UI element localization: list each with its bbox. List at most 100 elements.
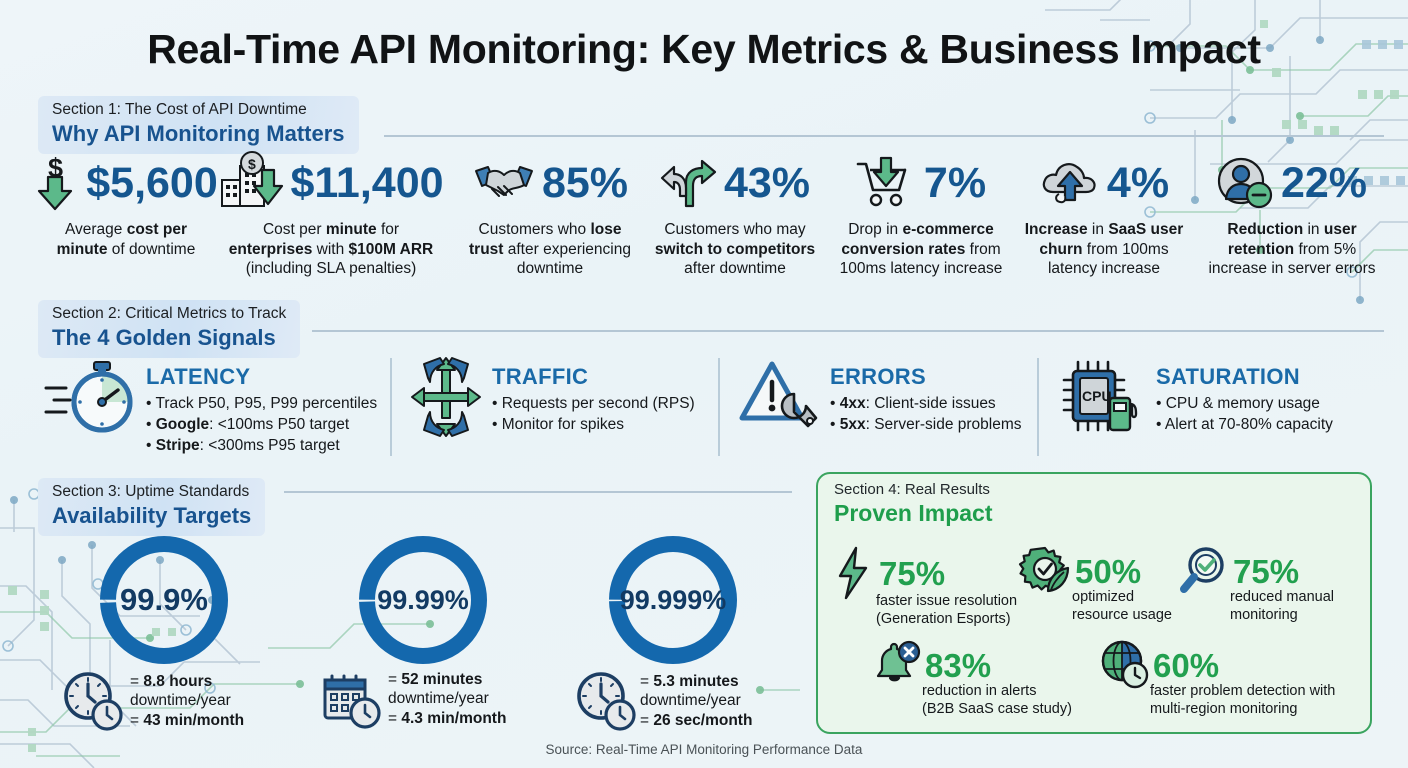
result-percent-1: 50% (1075, 552, 1142, 590)
stat-caption-3: Customers who may switch to competitors af… (654, 221, 816, 278)
donut-chart-2: 99.999% (605, 532, 741, 668)
section-2-header: Section 2: Critical Metrics to Track The… (38, 300, 301, 359)
signal-errors: ERRORS 4xx: Client-side issues 5xx: Serv… (738, 358, 1022, 436)
signal-bullets-errors: 4xx: Client-side issues 5xx: Server-side… (830, 393, 1022, 435)
availability-target-1: 99.99% (355, 532, 491, 668)
result-caption-0: faster issue resolution (Generation Espor… (876, 593, 1018, 628)
signal-divider-3 (1037, 358, 1039, 456)
svg-text:CPU: CPU (1082, 388, 1112, 404)
gear-leaf-icon (1018, 546, 1070, 596)
availability-note-1: = 52 minutes downtime/year = 4.3 min/month (388, 671, 507, 727)
stat-caption-0: Average cost per minute of downtime (56, 221, 196, 258)
multi-direction-arrows-icon (410, 357, 482, 440)
handshake-icon (472, 159, 536, 207)
dollar-down-arrow-icon: $ (34, 153, 80, 213)
section-2-divider (312, 330, 1384, 332)
stat-value-1: $11,400 (290, 158, 444, 207)
calendar-clock-icon (322, 670, 384, 730)
enterprise-building-dollar-icon: $ (218, 151, 284, 214)
signal-divider-1 (390, 358, 392, 456)
signal-bullet: Monitor for spikes (492, 414, 695, 435)
signal-traffic: TRAFFIC Requests per second (RPS) Monito… (410, 357, 695, 440)
section-4-heading: Proven Impact (834, 500, 993, 527)
signal-bullet: 4xx: Client-side issues (830, 393, 1022, 414)
stat-card-5: 4% Increase in SaaS user churn from 100ms… (1014, 152, 1194, 279)
source-note: Source: Real-Time API Monitoring Perform… (545, 742, 863, 757)
stat-card-6: 22% Reduction in user retention from 5% in… (1192, 152, 1392, 279)
clock-icon (575, 672, 637, 732)
section-1-kicker: Section 1: The Cost of API Downtime (52, 101, 307, 118)
signal-bullet: 5xx: Server-side problems (830, 414, 1022, 435)
result-percent-3: 83% (925, 646, 992, 684)
bell-mute-icon (872, 640, 921, 690)
stat-value-2: 85% (541, 158, 629, 207)
section-4-kicker: Section 4: Real Results (834, 481, 990, 498)
stat-card-0: $ $5,600 Average cost per minute of downt… (20, 152, 232, 259)
signal-bullets-saturation: CPU & memory usage Alert at 70-80% capac… (1156, 393, 1333, 435)
warning-wrench-icon (738, 358, 820, 436)
stat-caption-1: Cost per minute for enterprises with $100… (228, 221, 434, 278)
section-2-heading: The 4 Golden Signals (52, 324, 276, 350)
result-percent-4: 60% (1153, 646, 1220, 684)
signal-divider-2 (718, 358, 720, 456)
result-caption-3: reduction in alerts (B2B SaaS case study) (922, 683, 1072, 718)
signal-bullet: Stripe: <300ms P95 target (146, 435, 377, 456)
section-3-header: Section 3: Uptime Standards Availability… (38, 478, 266, 537)
stat-caption-5: Increase in SaaS user churn from 100ms lat… (1024, 221, 1184, 278)
result-percent-0: 75% (879, 554, 946, 592)
shopping-cart-down-icon (856, 156, 918, 210)
fork-arrows-icon (660, 156, 718, 210)
user-minus-icon (1217, 157, 1275, 209)
result-percent-2: 75% (1233, 552, 1300, 590)
section-3-kicker: Section 3: Uptime Standards (52, 483, 250, 500)
result-caption-1: optimized resource usage (1072, 589, 1172, 624)
stat-value-6: 22% (1280, 158, 1368, 207)
stat-value-0: $5,600 (86, 158, 218, 207)
signal-title-errors: ERRORS (830, 364, 926, 389)
result-card-1: 50% optimized resource usage (1018, 546, 1172, 625)
stat-caption-2: Customers who lose trust after experienci… (469, 221, 631, 278)
signal-bullet: Track P50, P95, P99 percentiles (146, 393, 377, 414)
signal-title-traffic: TRAFFIC (492, 364, 589, 389)
lightning-bolt-icon (834, 546, 874, 600)
result-card-3: 83% reduction in alerts (B2B SaaS case st… (872, 640, 1072, 719)
section-4-panel (816, 472, 1372, 734)
section-1-stats: $ $5,600 Average cost per minute of downt… (0, 151, 1408, 292)
section-3-divider (284, 491, 792, 493)
signal-title-latency: LATENCY (146, 364, 251, 389)
signal-bullet: Requests per second (RPS) (492, 393, 695, 414)
cloud-up-arrow-icon (1039, 156, 1101, 210)
donut-chart-0: 99.9% (96, 532, 232, 668)
donut-label-0: 99.9% (120, 582, 208, 617)
donut-label-2: 99.999% (619, 584, 727, 615)
stat-value-4: 7% (923, 158, 987, 207)
availability-note-0: = 8.8 hours downtime/year = 43 min/month (130, 673, 245, 729)
stat-caption-4: Drop in e-commerce conversion rates from 1… (839, 221, 1003, 278)
result-caption-4: faster problem detection with multi-regio… (1150, 683, 1336, 718)
signal-bullet: Google: <100ms P50 target (146, 414, 377, 435)
donut-label-1: 99.99% (377, 584, 469, 615)
section-3-heading: Availability Targets (52, 502, 252, 528)
magnifier-check-icon (1180, 546, 1228, 596)
stat-card-1: $ $11,400 Cost per minute for enterprises… (212, 151, 450, 279)
signal-bullets-latency: Track P50, P95, P99 percentiles Google: … (146, 393, 377, 456)
stat-value-3: 43% (723, 158, 811, 207)
stat-card-3: 43% Customers who may switch to competito… (640, 152, 830, 279)
signal-bullet: CPU & memory usage (1156, 393, 1333, 414)
signal-title-saturation: SATURATION (1156, 364, 1300, 389)
stat-card-4: 7% Drop in e-commerce conversion rates fr… (826, 152, 1016, 279)
globe-clock-icon (1100, 640, 1149, 690)
signal-bullet: Alert at 70-80% capacity (1156, 414, 1333, 435)
signal-saturation: CPU SATURATION CPU & memory usage Alert … (1060, 358, 1333, 438)
signal-latency: LATENCY Track P50, P95, P99 percentiles … (44, 358, 377, 456)
section-1-divider (384, 135, 1384, 137)
stat-value-5: 4% (1106, 158, 1170, 207)
page-title: Real-Time API Monitoring: Key Metrics & … (147, 26, 1261, 72)
stopwatch-icon (44, 358, 136, 444)
result-card-0: 75% faster issue resolution (Generation E… (834, 546, 1017, 629)
svg-text:$: $ (248, 156, 256, 172)
section-4-header: Section 4: Real Results Proven Impact (834, 481, 993, 527)
stat-caption-6: Reduction in user retention from 5% increa… (1208, 221, 1376, 278)
donut-chart-1: 99.99% (355, 532, 491, 668)
